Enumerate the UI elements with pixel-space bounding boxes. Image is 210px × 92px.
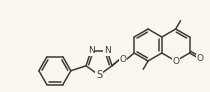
Text: N: N xyxy=(88,46,94,55)
Text: N: N xyxy=(104,46,110,55)
Text: S: S xyxy=(96,70,102,80)
Text: O: O xyxy=(172,56,179,66)
Text: O: O xyxy=(119,55,127,64)
Text: O: O xyxy=(196,54,203,63)
